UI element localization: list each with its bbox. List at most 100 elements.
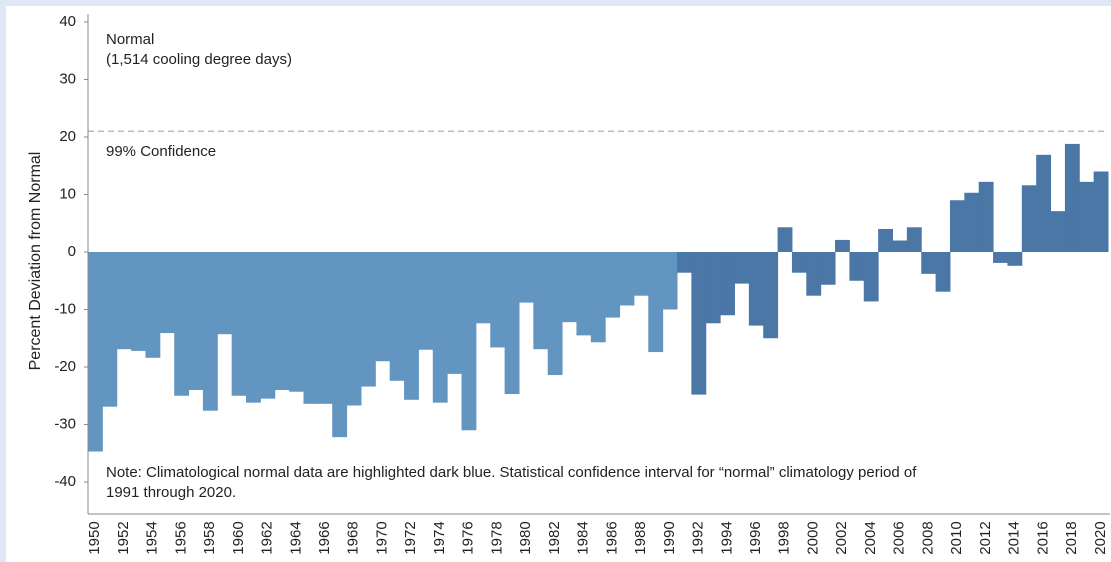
bar — [605, 252, 621, 318]
note: 1991 through 2020. — [106, 484, 236, 501]
bar — [1036, 154, 1052, 252]
x-tick-label: 1964 — [287, 521, 304, 554]
bar — [547, 252, 563, 376]
x-tick-label: 1980 — [517, 521, 534, 554]
x-tick-label: 1950 — [86, 521, 103, 554]
bar — [461, 252, 477, 431]
bar — [418, 252, 434, 350]
bar — [332, 252, 348, 438]
bar — [921, 252, 937, 274]
x-tick-label: 2008 — [919, 521, 936, 554]
bar — [88, 252, 103, 452]
bar — [404, 252, 419, 400]
bar — [1021, 185, 1037, 252]
x-tick-label: 1974 — [431, 521, 448, 554]
bar — [619, 252, 635, 306]
bar — [576, 252, 592, 336]
bar — [533, 252, 549, 350]
x-tick-label: 2004 — [862, 521, 879, 554]
bar — [705, 252, 721, 324]
bar — [806, 252, 822, 296]
x-tick-label: 1954 — [144, 521, 161, 554]
reference-label: 99% Confidence — [106, 143, 216, 160]
bar — [131, 252, 146, 351]
x-tick-label: 2020 — [1092, 521, 1109, 554]
x-tick-label: 1962 — [259, 521, 276, 554]
x-tick-label: 2000 — [804, 521, 821, 554]
bar — [504, 252, 520, 395]
x-tick-label: 1994 — [718, 521, 735, 554]
bar — [145, 252, 161, 358]
x-tick-label: 1960 — [230, 521, 247, 554]
x-tick-label: 2006 — [891, 521, 908, 554]
bar — [159, 252, 175, 334]
bar — [116, 252, 132, 350]
bar — [389, 252, 405, 381]
bar — [346, 252, 362, 406]
x-tick-label: 2012 — [977, 521, 994, 554]
bar — [1079, 181, 1095, 252]
bar — [935, 252, 951, 292]
y-tick-label: 20 — [59, 128, 76, 145]
x-tick-label: 2014 — [1006, 521, 1023, 554]
bar — [518, 252, 534, 303]
x-tick-label: 1978 — [488, 521, 505, 554]
bar — [777, 227, 793, 252]
bar — [375, 252, 391, 362]
note: Note: Climatological normal data are hig… — [106, 464, 917, 481]
bar — [1093, 171, 1109, 252]
x-tick-label: 2002 — [833, 521, 850, 554]
x-tick-label: 1970 — [373, 521, 390, 554]
bar — [490, 252, 506, 348]
bar — [849, 252, 865, 281]
x-tick-label: 1956 — [172, 521, 189, 554]
bar — [475, 252, 491, 324]
bar — [174, 252, 190, 396]
chart-panel: Percent Deviation from Normal Normal (1,… — [6, 6, 1111, 562]
bar — [691, 252, 707, 395]
x-tick-label: 2010 — [948, 521, 965, 554]
bar — [863, 252, 879, 302]
x-tick-label: 1966 — [316, 521, 333, 554]
bar — [303, 252, 319, 404]
bar — [993, 252, 1008, 263]
x-tick-label: 1968 — [345, 521, 362, 554]
x-tick-label: 2016 — [1034, 521, 1051, 554]
y-tick-label: -30 — [54, 415, 76, 432]
chart: Percent Deviation from Normal Normal (1,… — [27, 13, 1110, 555]
bar — [231, 252, 247, 396]
x-tick-label: 2018 — [1063, 521, 1080, 554]
x-tick-label: 1988 — [632, 521, 649, 554]
x-tick-label: 1984 — [575, 521, 592, 554]
bar — [188, 252, 204, 390]
bar — [892, 240, 908, 252]
bar — [1064, 143, 1080, 252]
bar — [734, 252, 750, 284]
bar — [949, 200, 965, 252]
x-tick-label: 1976 — [460, 521, 477, 554]
x-tick-label: 1992 — [690, 521, 707, 554]
y-tick-label: 10 — [59, 185, 76, 202]
bar — [590, 252, 606, 343]
bar — [1050, 211, 1066, 252]
x-tick-label: 1982 — [546, 521, 563, 554]
bar — [562, 252, 577, 323]
bar — [317, 252, 333, 404]
bar — [274, 252, 290, 390]
y-tick-label: 0 — [68, 243, 76, 260]
y-axis-label: Percent Deviation from Normal — [27, 152, 44, 371]
bar — [820, 252, 836, 285]
bar — [662, 252, 678, 310]
y-tick-label: -10 — [54, 300, 76, 317]
bar — [1007, 252, 1023, 266]
bar — [648, 252, 664, 353]
bar — [102, 252, 118, 407]
x-tick-label: 1972 — [402, 521, 419, 554]
bar — [633, 252, 649, 296]
bar — [260, 252, 276, 399]
y-tick-label: -20 — [54, 358, 76, 375]
bar — [748, 252, 764, 326]
x-tick-label: 1958 — [201, 521, 218, 554]
bar — [878, 229, 894, 252]
x-tick-label: 1996 — [747, 521, 764, 554]
